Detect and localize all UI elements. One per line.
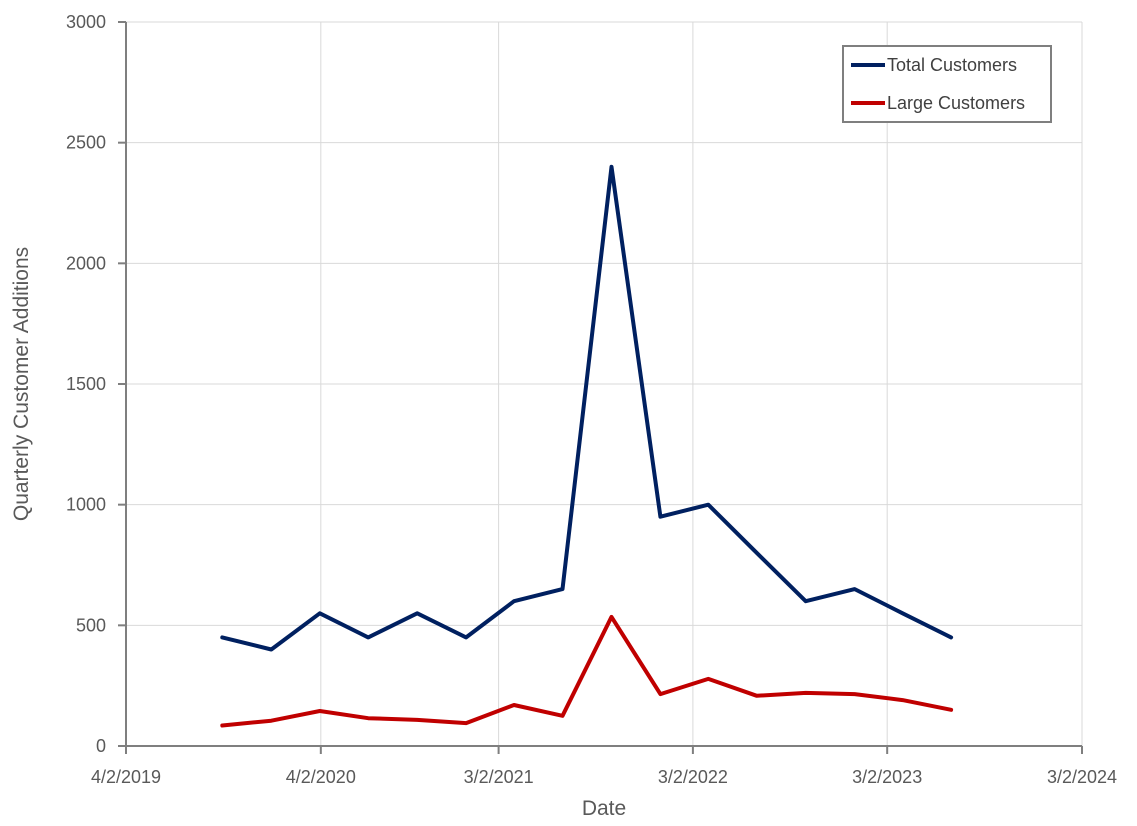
series-line-total-customers	[220, 164, 954, 652]
legend-label-total-customers: Total Customers	[887, 55, 1017, 75]
x-tick-label: 3/2/2021	[464, 767, 534, 787]
x-axis-title: Date	[582, 797, 626, 820]
tick-labels: 0 500 1000 1500 2000 2500 3000 4/2/2019 4/2/2020…	[66, 12, 1117, 787]
series-lines	[220, 164, 954, 728]
x-tick-label: 3/2/2023	[852, 767, 922, 787]
x-tick-label: 4/2/2019	[91, 767, 161, 787]
y-tick-label: 1500	[66, 374, 106, 394]
x-tick-label: 3/2/2024	[1047, 767, 1117, 787]
legend-label-large-customers: Large Customers	[887, 93, 1025, 113]
y-tick-label: 0	[96, 736, 106, 756]
gridlines	[126, 21, 1083, 746]
y-axis-title: Quarterly Customer Additions	[10, 247, 33, 521]
legend: Total Customers Large Customers	[842, 45, 1052, 123]
y-tick-label: 3000	[66, 12, 106, 32]
axes	[118, 21, 1083, 754]
y-tick-label: 500	[76, 615, 106, 635]
x-tick-label: 3/2/2022	[658, 767, 728, 787]
y-tick-label: 2000	[66, 253, 106, 273]
legend-box	[842, 45, 1052, 123]
y-tick-label: 2500	[66, 133, 106, 153]
y-tick-label: 1000	[66, 495, 106, 515]
series-line-large-customers	[220, 614, 954, 728]
x-tick-label: 4/2/2020	[286, 767, 356, 787]
